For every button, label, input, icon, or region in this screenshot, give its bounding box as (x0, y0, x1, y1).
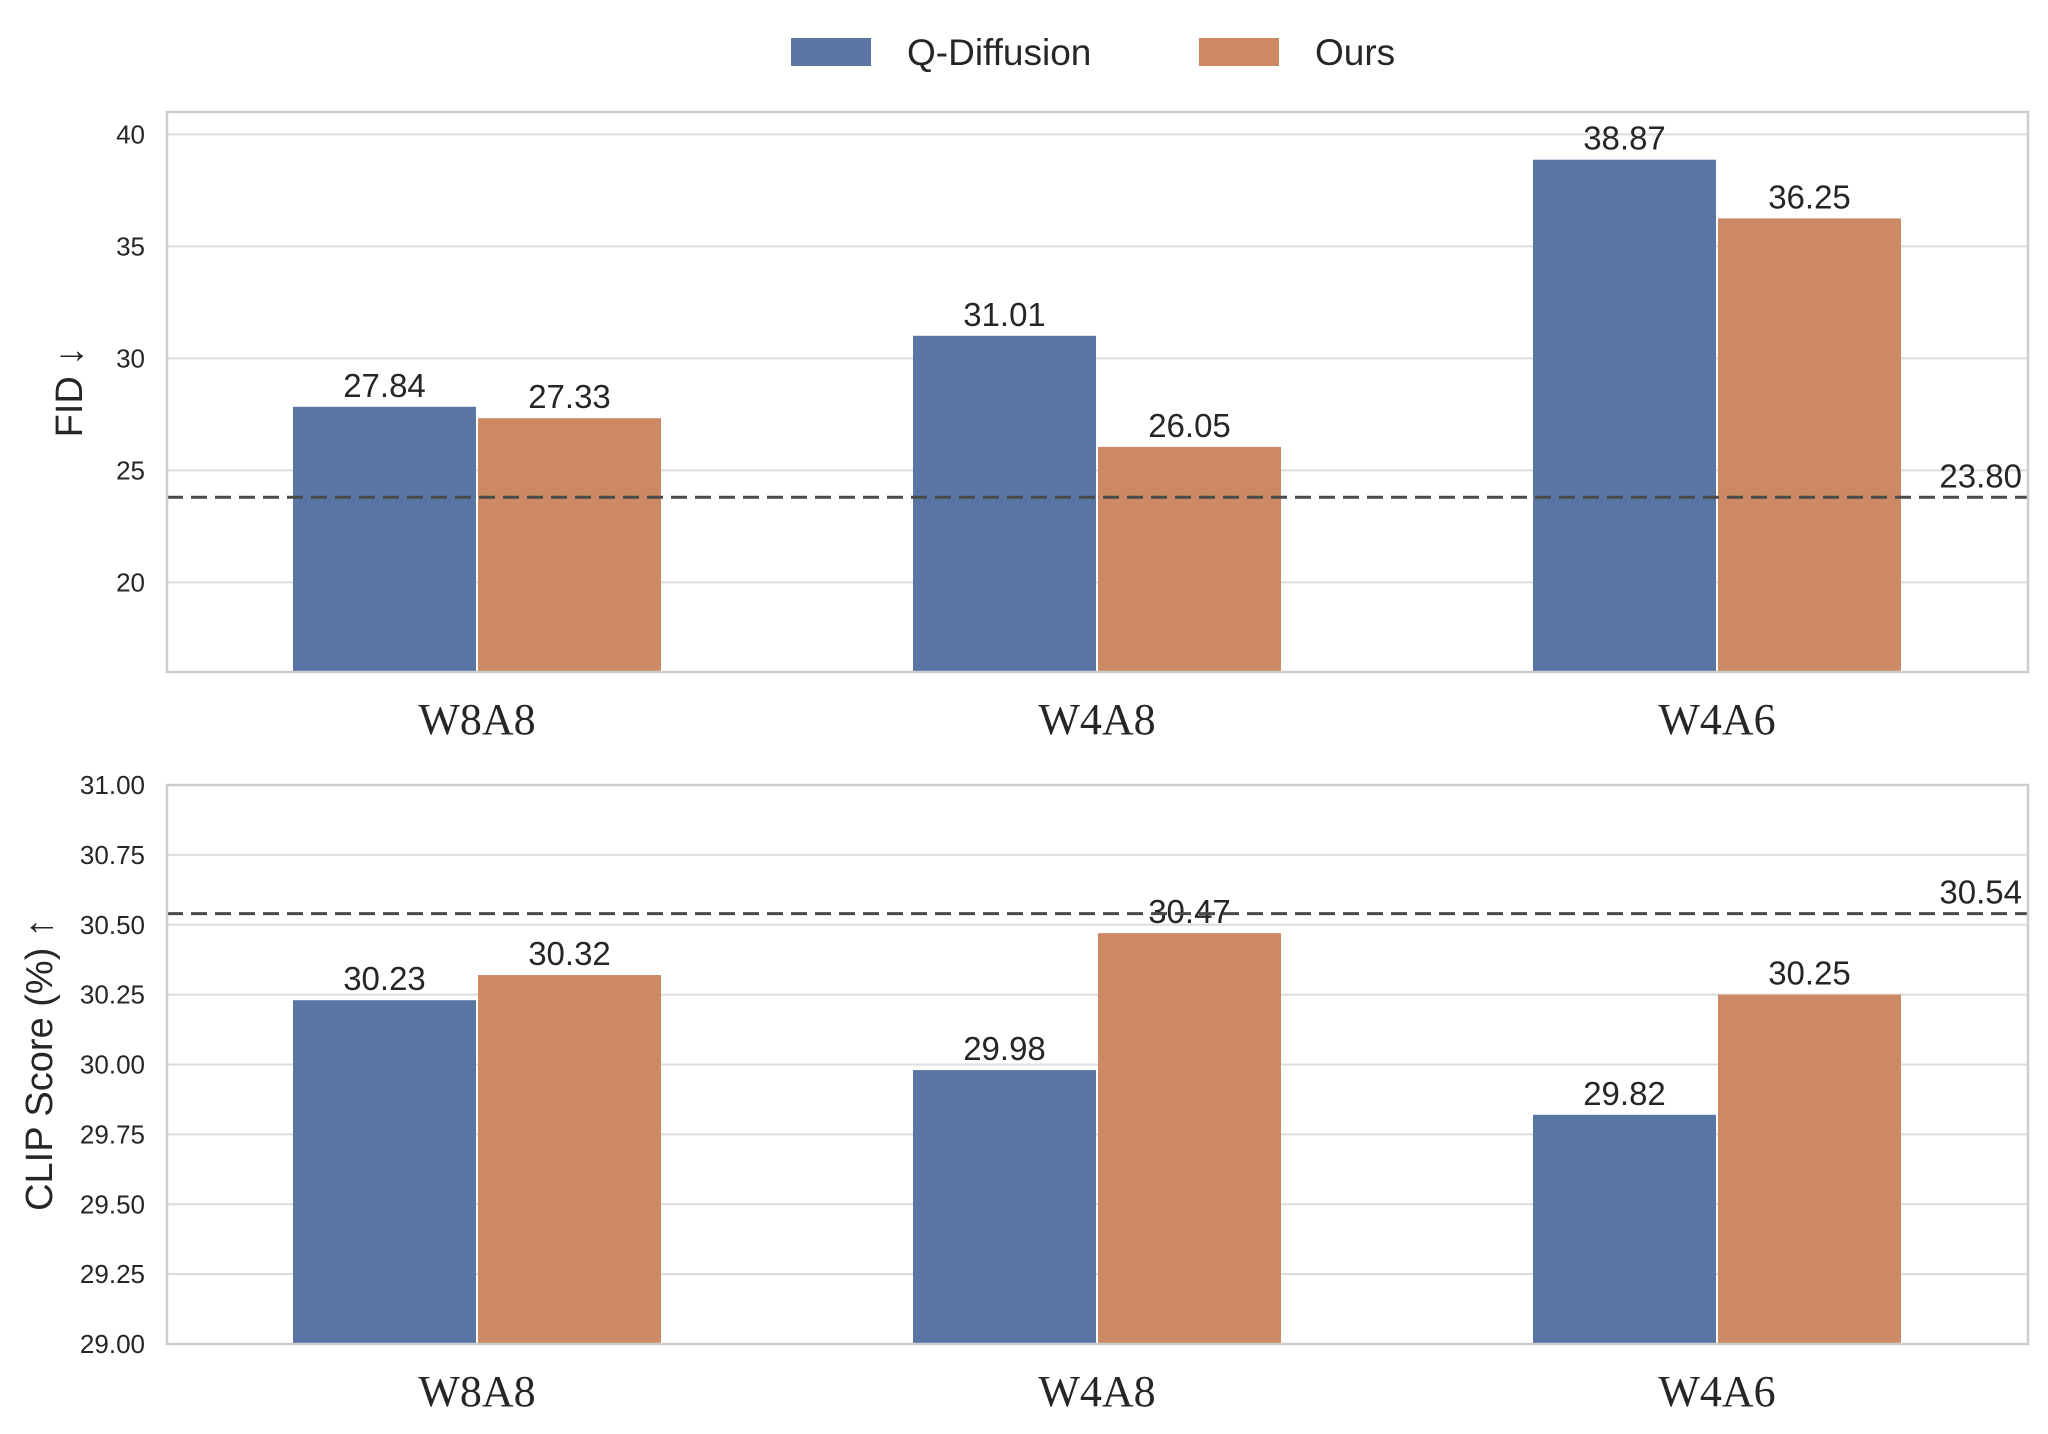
y-tick-label: 25 (116, 455, 145, 485)
bar-value-label: 30.25 (1768, 955, 1851, 992)
legend: Q-Diffusion Ours (791, 32, 1395, 73)
y-tick-label: 35 (116, 231, 145, 261)
bar (1533, 159, 1716, 672)
bar (478, 418, 661, 672)
y-tick-label: 31.00 (80, 770, 145, 800)
x-category-label: W4A8 (1038, 695, 1155, 744)
reference-line-label: 30.54 (1939, 874, 2022, 911)
bar (293, 406, 476, 672)
y-axis-label: CLIP Score (%) ↑ (19, 918, 61, 1211)
legend-swatch-ours (1199, 38, 1279, 66)
y-tick-label: 29.75 (80, 1119, 145, 1149)
y-tick-label: 29.00 (80, 1329, 145, 1359)
bar (1098, 446, 1281, 672)
plot-frame (165, 783, 2030, 1346)
y-tick-label: 30.50 (80, 910, 145, 940)
bar-value-label: 38.87 (1583, 120, 1666, 157)
y-tick-label: 30 (116, 343, 145, 373)
plot-frame (165, 110, 2030, 674)
bar (1718, 994, 1901, 1344)
y-tick-label: 40 (116, 119, 145, 149)
bar (913, 1070, 1096, 1344)
x-category-label: W8A8 (418, 1367, 535, 1416)
bar-value-label: 31.01 (963, 296, 1046, 333)
bar (913, 335, 1096, 672)
bar-value-label: 29.82 (1583, 1075, 1666, 1112)
bar (1718, 218, 1901, 672)
y-tick-label: 29.50 (80, 1189, 145, 1219)
bar-value-label: 30.23 (343, 960, 426, 997)
bar-value-label: 36.25 (1768, 178, 1851, 215)
x-category-label: W4A6 (1658, 695, 1775, 744)
bar (1098, 933, 1281, 1344)
bar-value-label: 30.32 (528, 935, 611, 972)
legend-label-q-diffusion: Q-Diffusion (907, 32, 1091, 73)
reference-line-label: 23.80 (1939, 457, 2022, 494)
y-tick-label: 30.00 (80, 1050, 145, 1080)
bar-value-label: 30.47 (1148, 893, 1231, 930)
legend-swatch-q-diffusion (791, 38, 871, 66)
bar (478, 975, 661, 1344)
clip-score-chart: 29.00 29.25 29.50 29.75 30.00 30.25 30.50 30.75… (19, 770, 2030, 1416)
y-tick-label: 20 (116, 567, 145, 597)
bar-value-label: 27.33 (528, 378, 611, 415)
y-tick-label: 30.25 (80, 980, 145, 1010)
y-tick-label: 30.75 (80, 840, 145, 870)
bar-value-label: 29.98 (963, 1030, 1046, 1067)
bar-value-label: 27.84 (343, 367, 426, 404)
y-tick-label: 29.25 (80, 1259, 145, 1289)
fid-chart: 20 25 30 35 40 27.84 31.01 38.87 27.33 26.05 36.25… (49, 110, 2030, 744)
y-axis-label: FID ↓ (49, 347, 91, 438)
bar (1533, 1114, 1716, 1344)
bar-value-label: 26.05 (1148, 407, 1231, 444)
legend-label-ours: Ours (1315, 32, 1395, 73)
x-category-label: W4A6 (1658, 1367, 1775, 1416)
x-category-label: W4A8 (1038, 1367, 1155, 1416)
bar (293, 1000, 476, 1344)
x-category-label: W8A8 (418, 695, 535, 744)
